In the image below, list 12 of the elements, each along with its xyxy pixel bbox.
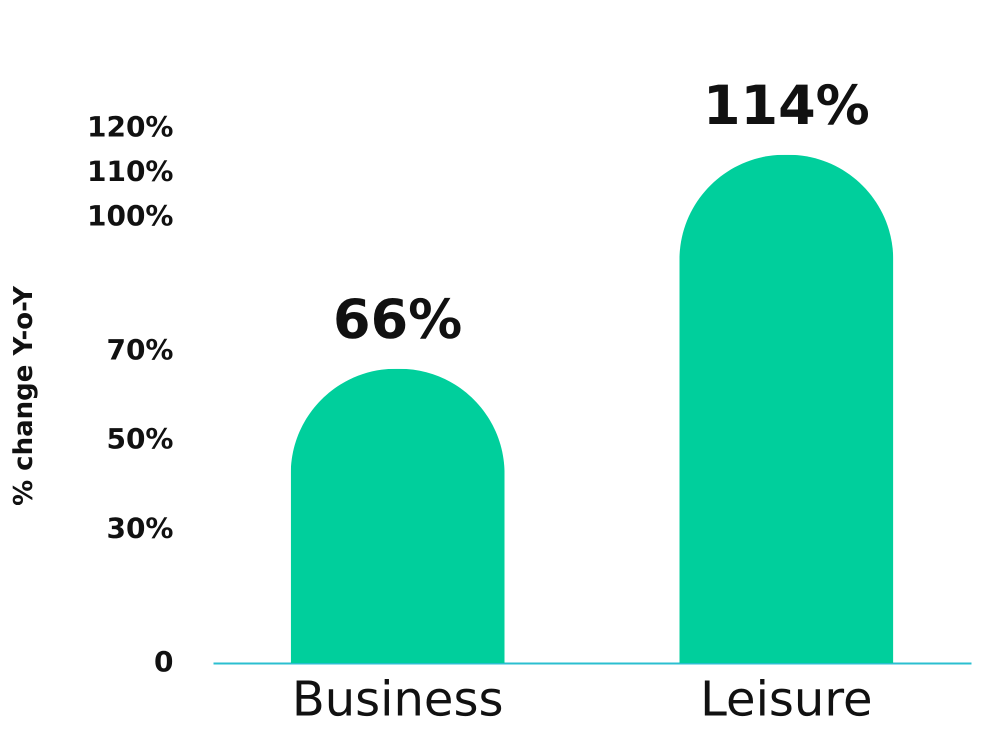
y-tick-label: 50% xyxy=(106,422,174,456)
y-axis-title: % change Y-o-Y xyxy=(9,284,39,506)
x-tick-label: Leisure xyxy=(700,672,873,728)
y-tick-label: 30% xyxy=(106,512,174,545)
data-label: 114% xyxy=(702,74,870,137)
y-tick-label: 120% xyxy=(86,110,174,144)
y-tick-label: 110% xyxy=(86,155,174,188)
y-tick-label: 0 xyxy=(154,646,174,678)
y-tick-label: 70% xyxy=(106,333,174,366)
y-tick-label: 100% xyxy=(86,200,174,233)
x-tick-label: Business xyxy=(292,672,504,728)
data-label: 66% xyxy=(333,288,462,351)
